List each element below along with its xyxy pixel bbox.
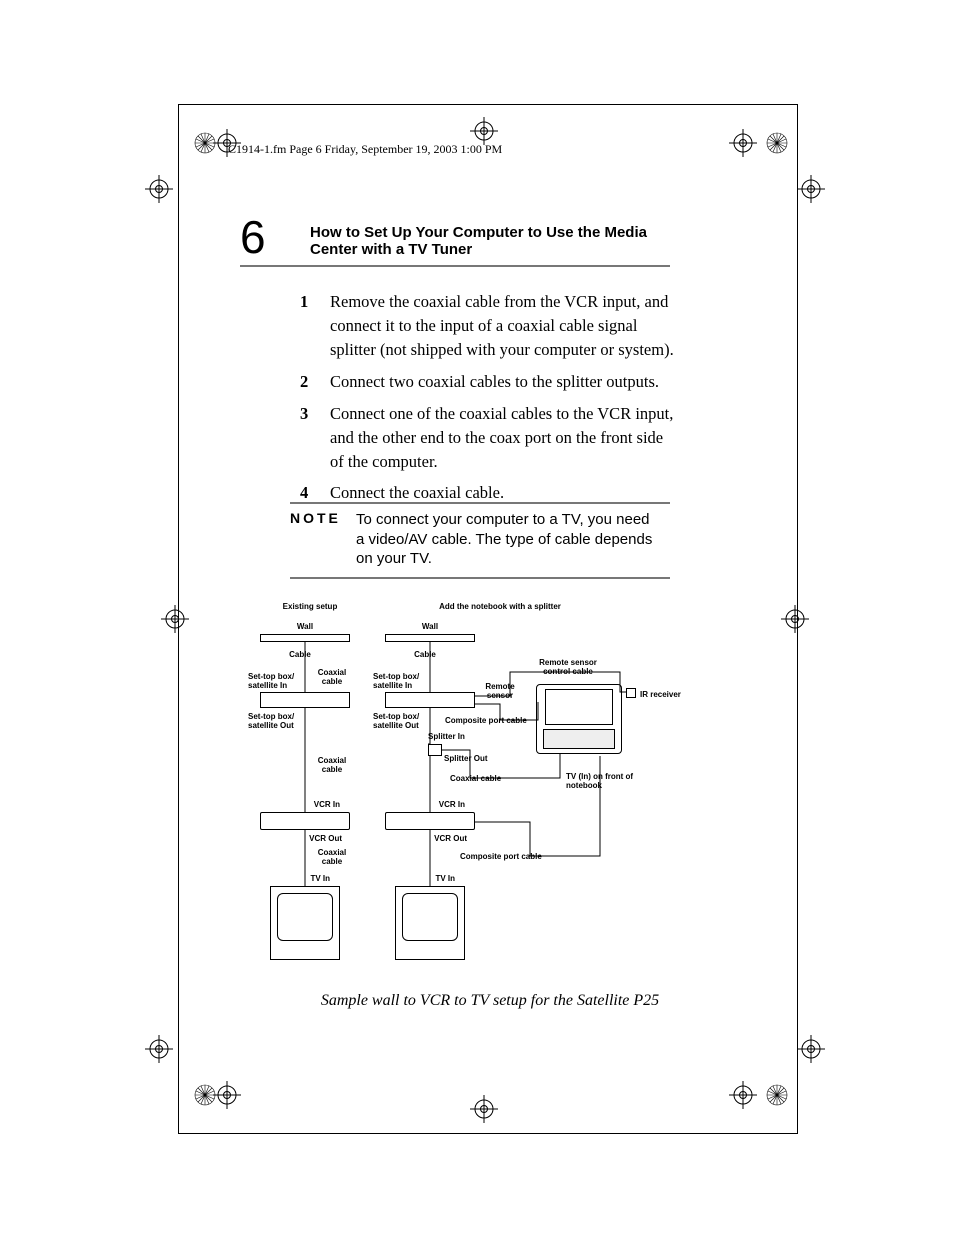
tv-screen <box>402 893 458 941</box>
note-label: NOTE <box>290 510 352 526</box>
tv-screen <box>277 893 333 941</box>
figure-caption: Sample wall to VCR to TV setup for the S… <box>300 992 680 1010</box>
note-text: To connect your computer to a TV, you ne… <box>356 510 656 569</box>
section-title: How to Set Up Your Computer to Use the M… <box>310 224 670 259</box>
step-text: Remove the coaxial cable from the VCR in… <box>330 290 680 362</box>
page-number: 6 <box>240 210 266 264</box>
title-rule <box>240 265 670 267</box>
reg-mark <box>144 1034 174 1064</box>
step-item: 3Connect one of the coaxial cables to th… <box>300 402 680 474</box>
col1-wires <box>250 596 360 896</box>
reg-mark <box>796 1034 826 1064</box>
step-number: 3 <box>300 402 330 474</box>
tv-box <box>395 886 465 960</box>
reg-mark <box>796 174 826 204</box>
tv-box <box>270 886 340 960</box>
step-text: Connect two coaxial cables to the splitt… <box>330 370 680 394</box>
step-item: 2Connect two coaxial cables to the split… <box>300 370 680 394</box>
page-header: C1914-1.fm Page 6 Friday, September 19, … <box>228 142 502 157</box>
note-box: NOTE To connect your computer to a TV, y… <box>290 502 670 579</box>
step-number: 2 <box>300 370 330 394</box>
steps-list: 1Remove the coaxial cable from the VCR i… <box>300 290 680 513</box>
step-text: Connect one of the coaxial cables to the… <box>330 402 680 474</box>
step-number: 1 <box>300 290 330 362</box>
col2-wires <box>370 596 670 896</box>
reg-mark <box>144 174 174 204</box>
step-item: 1Remove the coaxial cable from the VCR i… <box>300 290 680 362</box>
setup-diagram: Existing setup Add the notebook with a s… <box>250 596 680 996</box>
